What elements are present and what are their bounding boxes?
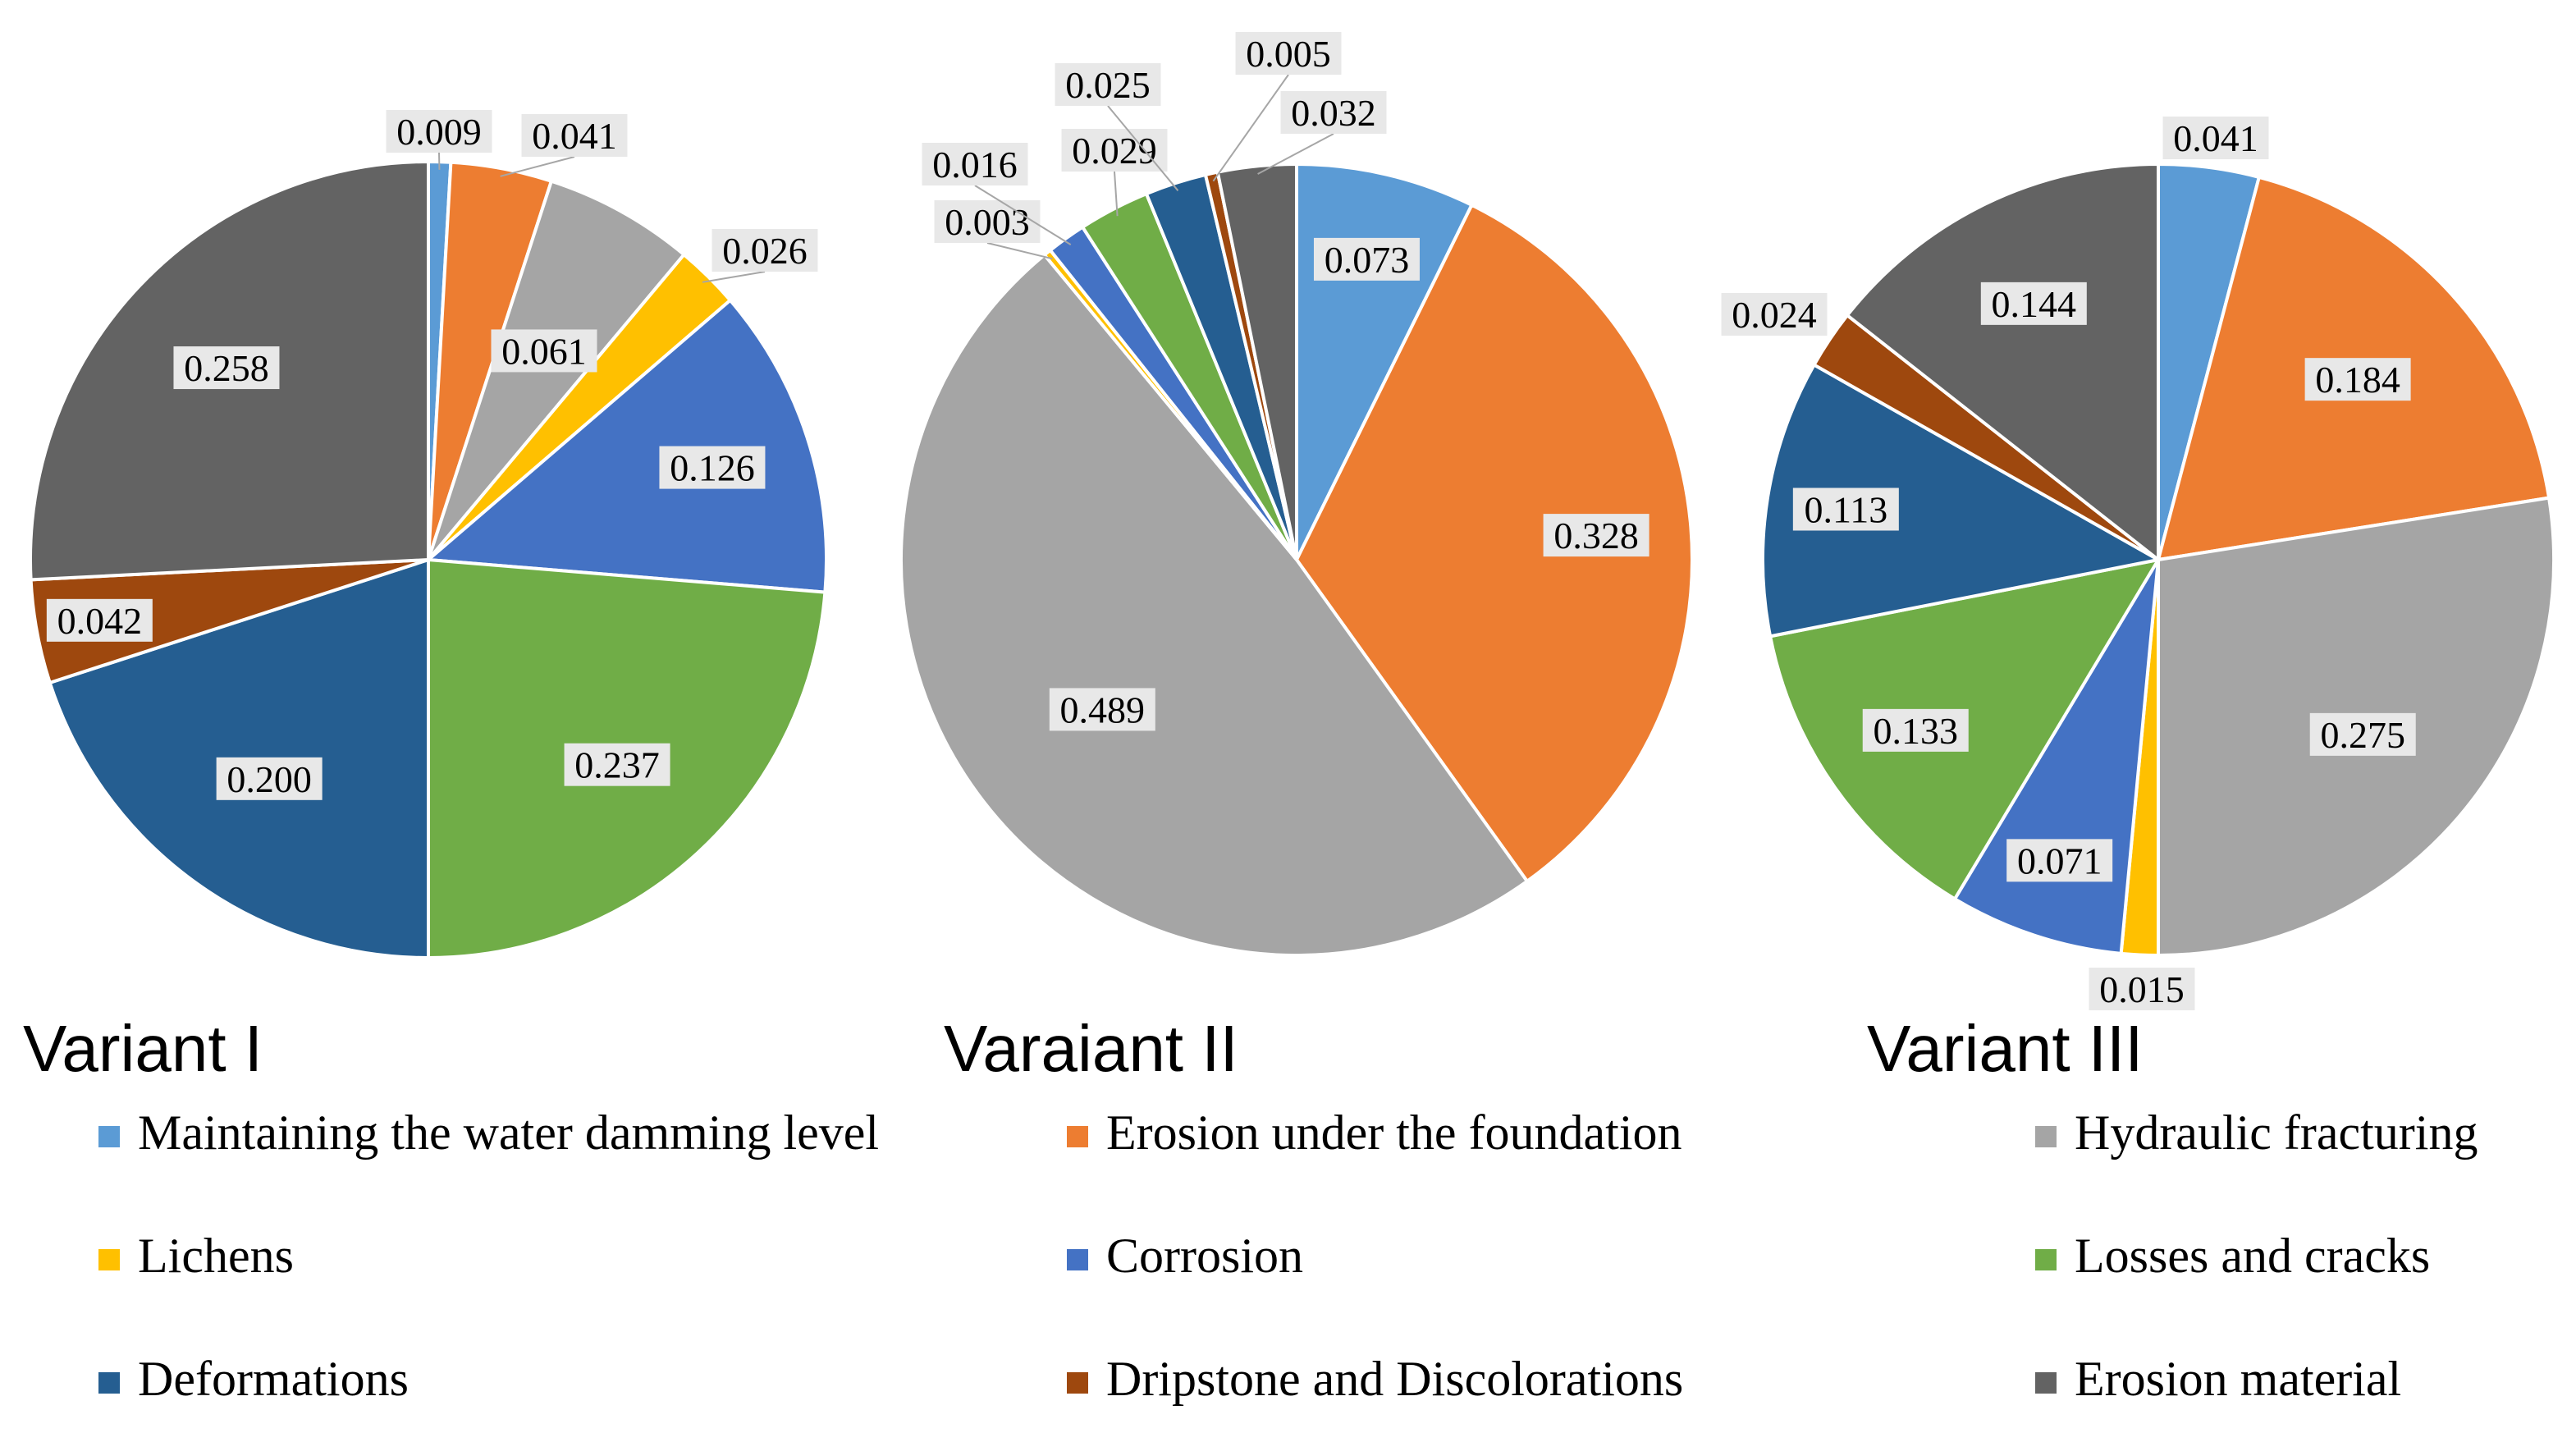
data-variant-i-dripstone-and-discolorations-label: 0.042 <box>57 600 143 642</box>
data-varaiant-ii-lichens-label-bg <box>934 200 1041 243</box>
data-varaiant-ii-corrosion-label-bg <box>922 143 1028 185</box>
data-variant-iii-erosion-material-label-bg <box>1980 282 2087 325</box>
data-variant-i-lichens-label-bg <box>711 229 818 272</box>
data-variant-iii-lichens-label-bg <box>2089 968 2195 1010</box>
data-varaiant-ii-lichens-leader-line <box>986 242 1053 260</box>
legend-label-hydraulic-fracturing: Hydraulic fracturing <box>2075 1106 2478 1160</box>
legend-label-lichens: Lichens <box>138 1229 294 1283</box>
data-variant-i-erosion-under-the-foundation-label: 0.041 <box>532 115 617 157</box>
slice-variant-iii-deformations <box>1761 362 2163 639</box>
legend-swatch-losses-and-cracks <box>2035 1249 2057 1270</box>
data-varaiant-ii-erosion-material-label-bg <box>1280 91 1387 134</box>
data-variant-i-lichens-leader-line <box>702 271 766 283</box>
data-varaiant-ii-dripstone-and-discolorations-label: 0.005 <box>1246 33 1331 75</box>
legend-swatch-hydraulic-fracturing <box>2035 1126 2057 1147</box>
data-varaiant-ii-losses-and-cracks-leader-line <box>1114 171 1119 217</box>
data-variant-i-losses-and-cracks-label-bg <box>564 743 670 786</box>
pie-varaiant-ii: 0.073 0.328 0.489 0.003 0.016 0.029 0.025 0.005… <box>899 32 1694 957</box>
data-varaiant-ii-erosion-material-leader-line <box>1257 133 1334 175</box>
legend-swatch-erosion-material <box>2035 1372 2057 1394</box>
data-variant-iii-deformations-label-bg <box>1792 488 1899 531</box>
data-varaiant-ii-deformations-label-bg <box>1055 63 1161 106</box>
data-variant-i-corrosion-label: 0.126 <box>670 447 755 489</box>
data-variant-i-lichens-label: 0.026 <box>722 230 808 272</box>
chart-title-variant-iii: Variant III <box>1867 1012 2143 1085</box>
legend-swatch-dripstone-and-discolorations <box>1067 1372 1088 1394</box>
data-variant-i-erosion-under-the-foundation-leader-line <box>500 156 575 177</box>
data-varaiant-ii-erosion-under-the-foundation-label-bg <box>1543 514 1649 557</box>
data-variant-iii-deformations-label: 0.113 <box>1804 488 1887 530</box>
pie-variant-iii: 0.041 0.184 0.275 0.015 0.071 0.133 0.113 0.024… <box>1721 117 2555 1010</box>
slice-varaiant-ii-hydraulic-fracturing <box>899 252 1530 957</box>
data-variant-i-deformations-label-bg <box>216 757 323 800</box>
data-varaiant-ii-dripstone-and-discolorations-leader-line <box>1212 74 1289 182</box>
data-variant-iii-dripstone-and-discolorations-label-bg <box>1721 293 1828 336</box>
data-variant-i-erosion-under-the-foundation-label-bg <box>521 114 628 157</box>
data-variant-iii-erosion-under-the-foundation-label-bg <box>2304 358 2411 401</box>
data-variant-iii-hydraulic-fracturing-label: 0.275 <box>2320 714 2405 756</box>
data-variant-iii-hydraulic-fracturing-label-bg <box>2309 712 2416 756</box>
data-variant-iii-lichens-label: 0.015 <box>2099 968 2185 1010</box>
slice-varaiant-ii-erosion-under-the-foundation <box>1294 203 1694 884</box>
legend-swatch-deformations <box>98 1372 120 1394</box>
data-varaiant-ii-erosion-under-the-foundation-label: 0.328 <box>1553 515 1639 556</box>
legend-swatch-erosion-under-the-foundation <box>1067 1126 1088 1147</box>
data-varaiant-ii-losses-and-cracks-label: 0.029 <box>1072 130 1157 172</box>
data-varaiant-ii-dripstone-and-discolorations-label-bg <box>1235 32 1342 75</box>
data-variant-i-erosion-material-label: 0.258 <box>184 347 269 389</box>
legend: Maintaining the water damming level Erosi… <box>98 1106 2478 1406</box>
data-varaiant-ii-losses-and-cracks-label-bg <box>1061 129 1168 172</box>
data-variant-iii-dripstone-and-discolorations-label: 0.024 <box>1732 294 1817 336</box>
data-variant-iii-erosion-material-label: 0.144 <box>1992 283 2077 325</box>
data-varaiant-ii-corrosion-label: 0.016 <box>932 144 1018 185</box>
chart-title-variant-i: Variant I <box>23 1012 263 1085</box>
data-variant-i-losses-and-cracks-label: 0.237 <box>574 744 660 786</box>
data-variant-i-maintaining-the-water-damming-level-label: 0.009 <box>396 111 482 153</box>
data-variant-iii-erosion-under-the-foundation-label: 0.184 <box>2315 359 2400 401</box>
legend-label-corrosion: Corrosion <box>1106 1229 1303 1283</box>
data-variant-iii-maintaining-the-water-damming-level-label-bg <box>2162 117 2269 159</box>
legend-swatch-maintaining-the-water-damming-level <box>98 1126 120 1147</box>
data-variant-iii-losses-and-cracks-label: 0.133 <box>1873 710 1958 752</box>
data-varaiant-ii-erosion-material-label: 0.032 <box>1291 92 1376 134</box>
data-variant-i-hydraulic-fracturing-label: 0.061 <box>501 330 587 372</box>
data-varaiant-ii-deformations-leader-line <box>1107 105 1179 191</box>
chart-title-varaiant-ii: Varaiant II <box>944 1012 1238 1085</box>
data-variant-i-corrosion-label-bg <box>659 446 766 489</box>
data-variant-i-erosion-material-label-bg <box>173 346 280 390</box>
legend-label-losses-and-cracks: Losses and cracks <box>2075 1229 2430 1283</box>
data-varaiant-ii-hydraulic-fracturing-label-bg <box>1049 688 1155 731</box>
legend-label-dripstone-and-discolorations: Dripstone and Discolorations <box>1106 1352 1683 1406</box>
legend-label-maintaining-the-water-damming-level: Maintaining the water damming level <box>138 1106 879 1160</box>
slice-varaiant-ii-erosion-material <box>1215 162 1298 561</box>
legend-label-deformations: Deformations <box>138 1352 409 1406</box>
data-variant-i-maintaining-the-water-damming-level-label-bg <box>386 110 492 153</box>
pie-variant-i: 0.009 0.041 0.061 0.026 0.126 0.237 0.200 0.042… <box>29 110 828 960</box>
legend-label-erosion-under-the-foundation: Erosion under the foundation <box>1106 1106 1682 1160</box>
legend-swatch-corrosion <box>1067 1249 1088 1270</box>
data-variant-i-deformations-label: 0.200 <box>226 758 312 800</box>
data-varaiant-ii-hydraulic-fracturing-label: 0.489 <box>1060 689 1146 730</box>
legend-label-erosion-material: Erosion material <box>2075 1352 2401 1406</box>
data-variant-iii-corrosion-label-bg <box>2006 839 2113 882</box>
legend-swatch-lichens <box>98 1249 120 1270</box>
data-varaiant-ii-deformations-label: 0.025 <box>1065 64 1151 106</box>
data-variant-iii-losses-and-cracks-label-bg <box>1862 708 1969 752</box>
slice-variant-i-corrosion <box>424 298 828 594</box>
data-varaiant-ii-maintaining-the-water-damming-level-label: 0.073 <box>1325 239 1410 281</box>
data-variant-iii-corrosion-label: 0.071 <box>2017 840 2102 881</box>
data-variant-i-hydraulic-fracturing-label-bg <box>491 329 597 373</box>
data-varaiant-ii-corrosion-leader-line <box>974 185 1072 245</box>
data-varaiant-ii-lichens-label: 0.003 <box>945 201 1030 243</box>
data-varaiant-ii-maintaining-the-water-damming-level-label-bg <box>1313 237 1420 281</box>
data-variant-iii-maintaining-the-water-damming-level-label: 0.041 <box>2173 117 2258 159</box>
data-variant-i-dripstone-and-discolorations-label-bg <box>46 598 153 642</box>
slice-variant-iii-erosion-material <box>1845 162 2160 564</box>
